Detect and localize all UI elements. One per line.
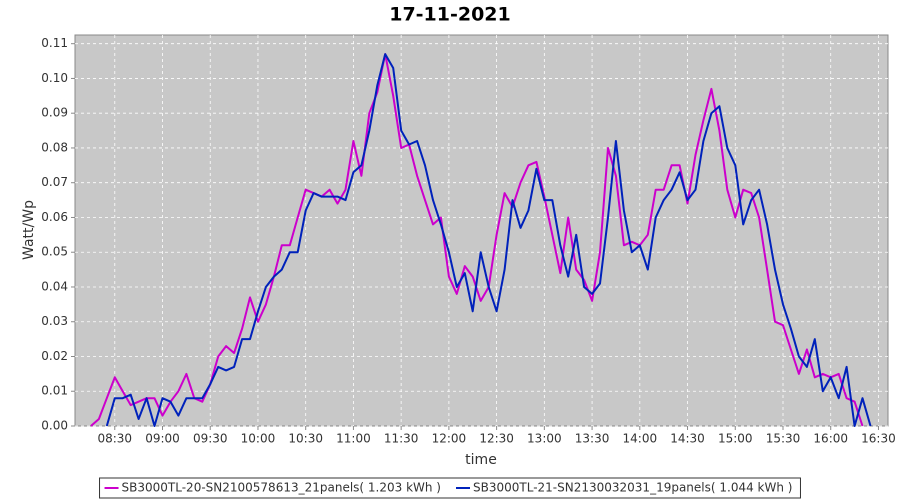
y-tick-label: 0.07 [41, 175, 68, 189]
legend-box [99, 477, 801, 499]
plot-area [74, 34, 889, 427]
x-tick-label: 14:00 [623, 432, 658, 446]
y-tick-label: 0.08 [41, 140, 68, 154]
x-tick-label: 10:00 [241, 432, 276, 446]
x-tick-label: 14:30 [670, 432, 705, 446]
x-tick-label: 15:00 [718, 432, 753, 446]
x-tick-label: 09:00 [145, 432, 180, 446]
y-tick-label: 0.03 [41, 314, 68, 328]
y-tick-label: 0.09 [41, 106, 68, 120]
x-axis-label: time [465, 452, 497, 468]
y-tick-label: 0.00 [41, 419, 68, 433]
x-tick-label: 12:30 [479, 432, 514, 446]
y-axis-label: Watt/Wp [21, 200, 37, 260]
y-tick-label: 0.01 [41, 384, 68, 398]
x-tick-label: 09:30 [193, 432, 228, 446]
y-tick-label: 0.06 [41, 210, 68, 224]
x-tick-label: 08:30 [97, 432, 132, 446]
legend-label: SB3000TL-20-SN2100578613_21panels( 1.203… [122, 481, 441, 495]
x-tick-label: 11:00 [336, 432, 371, 446]
x-tick-label: 12:00 [432, 432, 467, 446]
chart-title: 17-11-2021 [389, 4, 511, 26]
series-line [105, 53, 872, 427]
x-tick-label: 11:30 [384, 432, 419, 446]
y-tick-label: 0.02 [41, 349, 68, 363]
x-tick-label: 13:30 [575, 432, 610, 446]
x-tick-label: 16:30 [861, 432, 896, 446]
y-tick-label: 0.04 [41, 279, 68, 293]
y-tick-label: 0.11 [41, 36, 68, 50]
x-tick-label: 13:00 [527, 432, 562, 446]
legend-label: SB3000TL-21-SN2130032031_19panels( 1.044… [473, 481, 792, 495]
x-tick-label: 10:30 [288, 432, 323, 446]
x-tick-label: 15:30 [766, 432, 801, 446]
x-tick-label: 16:00 [813, 432, 848, 446]
y-tick-label: 0.10 [41, 71, 68, 85]
y-tick-label: 0.05 [41, 245, 68, 259]
